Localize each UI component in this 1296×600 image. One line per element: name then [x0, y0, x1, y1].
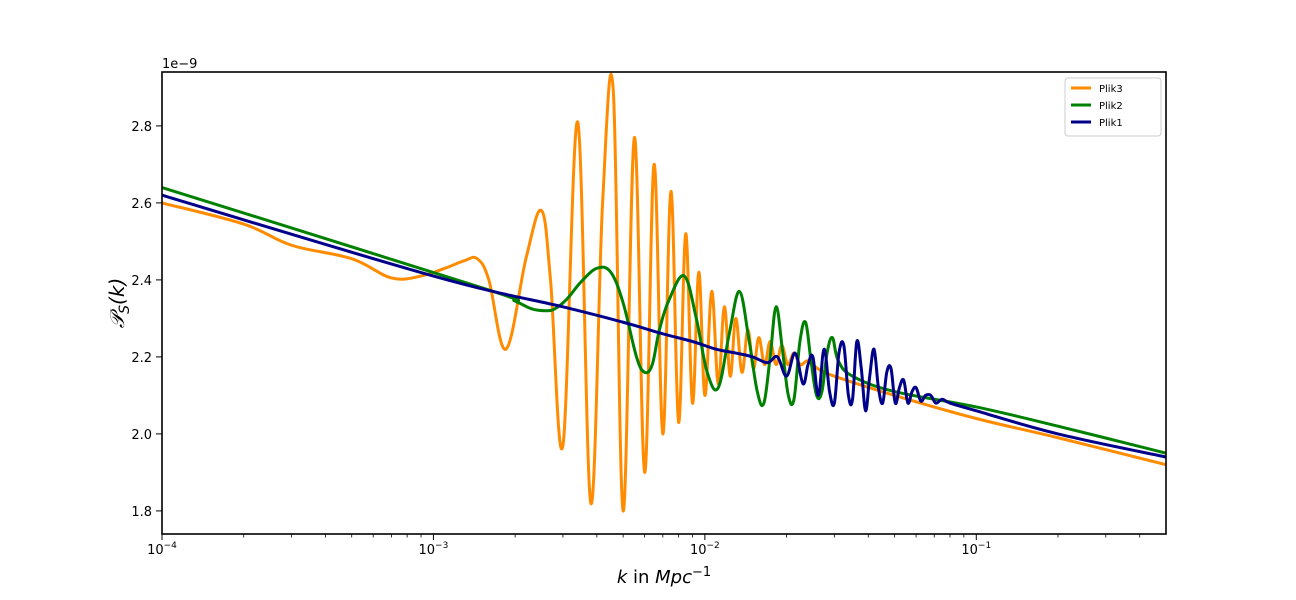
y-tick-label: 2.6	[131, 197, 152, 212]
legend-label-plik2: Plik2	[1099, 101, 1123, 112]
legend-label-plik3: Plik3	[1099, 84, 1123, 95]
series-line-plik1	[162, 193, 1166, 459]
series-layer	[162, 72, 1166, 513]
x-axis-ticks: 10−4 10−3 10−2 10−1	[147, 534, 1141, 558]
x-tick-label: 10−4	[147, 541, 177, 558]
series-line-plik3	[162, 72, 1166, 513]
plot-frame	[161, 71, 1167, 535]
y-axis-ticks: 1.8 2.0 2.2 2.4 2.6 2.8	[131, 120, 162, 520]
y-tick-label: 1.8	[131, 505, 152, 520]
legend-label-plik1: Plik1	[1099, 118, 1123, 129]
y-tick-label: 2.8	[131, 120, 152, 135]
y-axis-label: 𝒫S(k)	[105, 278, 133, 329]
x-tick-label: 10−1	[961, 541, 991, 558]
y-offset-label: 1e−9	[162, 57, 197, 72]
x-tick-label: 10−2	[690, 541, 720, 558]
series-line-plik2	[162, 186, 1166, 455]
x-tick-label: 10−3	[419, 541, 449, 558]
legend-items: Plik3 Plik2 Plik1	[1071, 84, 1123, 129]
y-tick-label: 2.0	[131, 428, 152, 443]
y-tick-label: 2.4	[131, 274, 152, 289]
y-tick-label: 2.2	[131, 351, 152, 366]
x-axis-label: k in Mpc−1	[617, 565, 711, 588]
legend: Plik3 Plik2 Plik1	[1064, 77, 1162, 137]
